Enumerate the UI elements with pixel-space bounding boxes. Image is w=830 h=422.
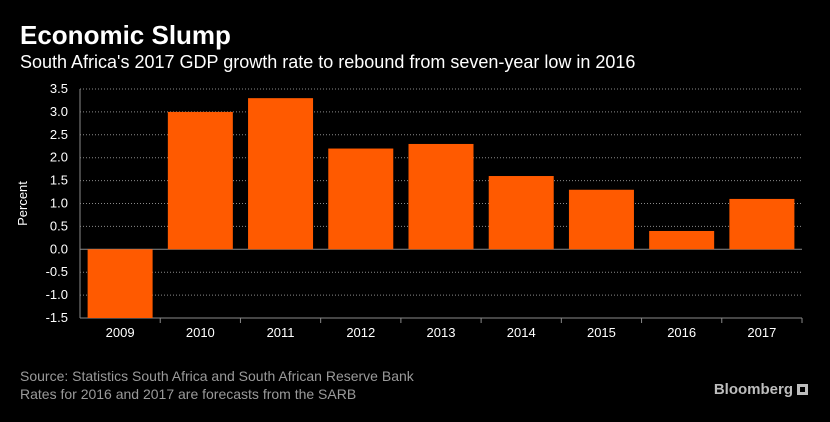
bar-2009 [87, 249, 153, 318]
bloomberg-logo-icon [797, 384, 808, 395]
x-tick-label: 2010 [186, 325, 215, 340]
forecast-note: Rates for 2016 and 2017 are forecasts fr… [20, 386, 357, 402]
x-tick-label: 2013 [427, 325, 456, 340]
bar-2012 [328, 148, 394, 250]
y-tick-label: 0.0 [50, 241, 68, 256]
source-note: Source: Statistics South Africa and Sout… [20, 367, 414, 403]
y-tick-label: 0.5 [50, 218, 68, 233]
bar-2010 [167, 111, 233, 250]
x-tick-label: 2011 [267, 325, 295, 340]
bar-2013 [408, 143, 474, 250]
y-tick-label: -1.5 [46, 310, 68, 325]
chart-title: Economic Slump [20, 20, 231, 50]
bar-2014 [488, 176, 554, 250]
x-tick-label: 2009 [106, 325, 135, 340]
y-tick-label: -0.5 [46, 264, 68, 279]
y-tick-label: 1.0 [50, 196, 68, 211]
y-tick-label: 2.0 [50, 150, 68, 165]
bar-2016 [649, 230, 715, 250]
bloomberg-logo: Bloomberg [714, 381, 808, 398]
source-line: Source: Statistics South Africa and Sout… [20, 368, 414, 384]
y-tick-label: 3.5 [50, 81, 68, 96]
x-tick-label: 2017 [747, 325, 776, 340]
y-tick-label: 2.5 [50, 127, 68, 142]
x-tick-label: 2016 [667, 325, 696, 340]
bar-2017 [729, 198, 795, 250]
bar-chart: -1.5 -1.0 -0.5 0.0 0.5 1.0 1.5 2.0 2.5 3.0 3.5 Perc… [15, 81, 803, 340]
bar-2015 [568, 189, 634, 250]
chart-subtitle: South Africa's 2017 GDP growth rate to r… [20, 52, 636, 72]
y-tick-label: -1.0 [46, 287, 68, 302]
y-tick-label: 3.0 [50, 104, 68, 119]
bar-2011 [248, 98, 314, 250]
y-axis-title: Percent [15, 181, 30, 226]
x-tick-label: 2015 [587, 325, 616, 340]
brand-name: Bloomberg [713, 381, 793, 398]
y-tick-label: 1.5 [50, 173, 68, 188]
x-tick-label: 2014 [507, 325, 536, 340]
x-tick-label: 2012 [346, 325, 375, 340]
